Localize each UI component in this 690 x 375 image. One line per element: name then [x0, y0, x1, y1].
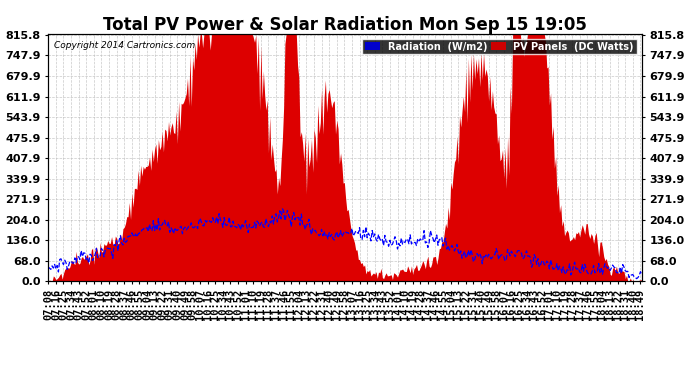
Title: Total PV Power & Solar Radiation Mon Sep 15 19:05: Total PV Power & Solar Radiation Mon Sep…: [103, 16, 587, 34]
Legend: Radiation  (W/m2), PV Panels  (DC Watts): Radiation (W/m2), PV Panels (DC Watts): [362, 39, 637, 54]
Text: Copyright 2014 Cartronics.com: Copyright 2014 Cartronics.com: [55, 41, 195, 50]
